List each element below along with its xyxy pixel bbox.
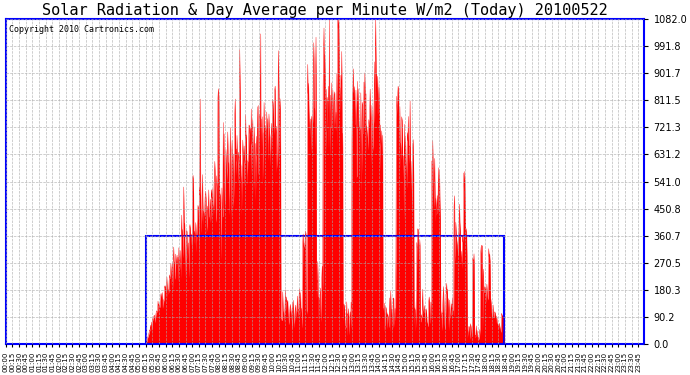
Bar (146, 236, 504, 344)
Title: Solar Radiation & Day Average per Minute W/m2 (Today) 20100522: Solar Radiation & Day Average per Minute… (42, 3, 608, 18)
Text: Copyright 2010 Cartronics.com: Copyright 2010 Cartronics.com (9, 26, 154, 34)
